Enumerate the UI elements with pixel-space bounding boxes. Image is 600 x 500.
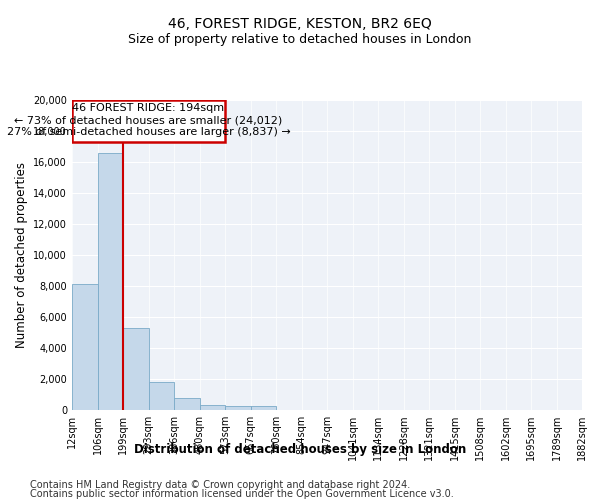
Text: Contains public sector information licensed under the Open Government Licence v3: Contains public sector information licen… <box>30 489 454 499</box>
Bar <box>174 398 200 410</box>
Bar <box>149 382 174 410</box>
Bar <box>72 100 225 142</box>
Bar <box>123 328 149 410</box>
Bar <box>225 406 251 410</box>
Text: Contains HM Land Registry data © Crown copyright and database right 2024.: Contains HM Land Registry data © Crown c… <box>30 480 410 490</box>
Text: 46 FOREST RIDGE: 194sqm: 46 FOREST RIDGE: 194sqm <box>73 104 224 114</box>
Bar <box>72 284 98 410</box>
Text: 46, FOREST RIDGE, KESTON, BR2 6EQ: 46, FOREST RIDGE, KESTON, BR2 6EQ <box>168 18 432 32</box>
Text: 27% of semi-detached houses are larger (8,837) →: 27% of semi-detached houses are larger (… <box>7 127 290 137</box>
Bar <box>251 406 276 410</box>
Y-axis label: Number of detached properties: Number of detached properties <box>15 162 28 348</box>
Text: Size of property relative to detached houses in London: Size of property relative to detached ho… <box>128 32 472 46</box>
Bar <box>200 406 225 410</box>
Text: Distribution of detached houses by size in London: Distribution of detached houses by size … <box>134 442 466 456</box>
Bar <box>98 152 123 410</box>
Text: ← 73% of detached houses are smaller (24,012): ← 73% of detached houses are smaller (24… <box>14 115 283 125</box>
